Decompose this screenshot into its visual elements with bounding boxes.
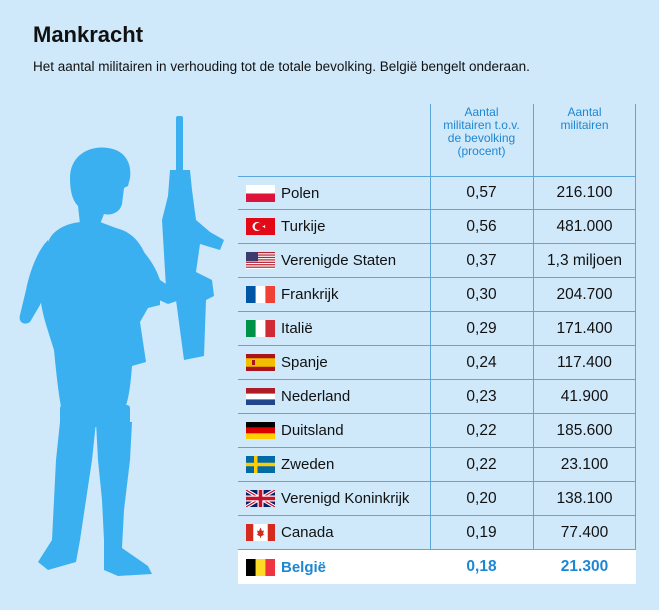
- column-header-percent: Aantal militairen t.o.v. de bevolking (p…: [430, 106, 533, 158]
- soldier-silhouette-icon: [19, 116, 224, 576]
- country-name: Canada: [281, 524, 334, 541]
- count-cell: 204.700: [556, 285, 613, 303]
- table-row: Duitsland 0,22 185.600: [238, 414, 636, 448]
- header-line: de bevolking: [447, 131, 516, 145]
- country-name: Italië: [281, 320, 313, 337]
- percent-cell: 0,24: [466, 353, 497, 371]
- netherlands-flag-icon: [246, 388, 275, 405]
- country-name: Frankrijk: [281, 286, 339, 303]
- france-flag-icon: [246, 286, 275, 303]
- percent-cell: 0,22: [466, 455, 497, 473]
- country-cell: Verenigd Koninkrijk: [238, 490, 430, 507]
- table-row: Verenigde Staten 0,37 1,3 miljoen: [238, 244, 636, 278]
- header-line: Aantal: [464, 105, 499, 119]
- country-cell: Zweden: [238, 456, 430, 473]
- count-cell: 21.300: [560, 558, 609, 575]
- country-name: Turkije: [281, 218, 326, 235]
- header-line: (procent): [457, 144, 506, 158]
- country-name: Verenigde Staten: [281, 252, 397, 269]
- page-title: Mankracht: [33, 22, 144, 47]
- page-subtitle: Het aantal militairen in verhouding tot …: [33, 59, 530, 74]
- poland-flag-icon: [246, 184, 275, 202]
- column-divider: [533, 104, 534, 584]
- count-cell: 171.400: [556, 319, 613, 337]
- table-row: Spanje 0,24 117.400: [238, 346, 636, 380]
- count-cell: 41.900: [560, 387, 609, 405]
- table-row-highlighted: België 0,18 21.300: [238, 550, 636, 584]
- header-line: militairen t.o.v.: [443, 118, 520, 132]
- table-row: Italië 0,29 171.400: [238, 312, 636, 346]
- country-cell: België: [238, 558, 430, 576]
- count-cell: 216.100: [556, 184, 613, 201]
- percent-cell: 0,37: [466, 251, 497, 269]
- country-name: Duitsland: [281, 422, 344, 439]
- table-row: Verenigd Koninkrijk 0,20 138.100: [238, 482, 636, 516]
- column-divider: [430, 104, 431, 584]
- belgium-flag-icon: [246, 558, 275, 576]
- percent-cell: 0,57: [466, 184, 497, 201]
- italy-flag-icon: [246, 320, 275, 337]
- count-cell: 77.400: [560, 523, 609, 541]
- country-cell: Verenigde Staten: [238, 252, 430, 269]
- country-name: Nederland: [281, 388, 351, 405]
- column-divider: [635, 104, 636, 584]
- germany-flag-icon: [246, 422, 275, 439]
- percent-cell: 0,18: [466, 558, 497, 575]
- table-row: Canada 0,19 77.400: [238, 516, 636, 550]
- header-line: Aantal: [567, 105, 602, 119]
- country-cell: Polen: [238, 184, 430, 202]
- country-cell: Spanje: [238, 354, 430, 371]
- country-cell: Italië: [238, 320, 430, 337]
- uk-flag-icon: [246, 490, 275, 507]
- table-row: Nederland 0,23 41.900: [238, 380, 636, 414]
- percent-cell: 0,19: [466, 523, 497, 541]
- country-cell: Duitsland: [238, 422, 430, 439]
- country-cell: Turkije: [238, 218, 430, 235]
- table-row: Zweden 0,22 23.100: [238, 448, 636, 482]
- percent-cell: 0,56: [466, 217, 497, 235]
- table-row: Polen 0,57 216.100: [238, 176, 636, 210]
- country-name: Spanje: [281, 354, 328, 371]
- column-header-count: Aantal militairen: [533, 106, 636, 132]
- percent-cell: 0,20: [466, 489, 497, 507]
- percent-cell: 0,22: [466, 421, 497, 439]
- turkey-flag-icon: [246, 218, 275, 235]
- percent-cell: 0,23: [466, 387, 497, 405]
- country-name: Verenigd Koninkrijk: [281, 490, 410, 507]
- sweden-flag-icon: [246, 456, 275, 473]
- canada-flag-icon: [246, 524, 275, 541]
- country-cell: Frankrijk: [238, 286, 430, 303]
- count-cell: 138.100: [556, 489, 613, 507]
- usa-flag-icon: [246, 252, 275, 269]
- count-cell: 481.000: [556, 217, 613, 235]
- country-name: België: [281, 558, 327, 576]
- header-line: militairen: [560, 118, 609, 132]
- spain-flag-icon: [246, 354, 275, 371]
- country-cell: Nederland: [238, 388, 430, 405]
- country-name: Zweden: [281, 456, 335, 473]
- table-row: Frankrijk 0,30 204.700: [238, 278, 636, 312]
- count-cell: 117.400: [557, 353, 612, 371]
- count-cell: 23.100: [560, 455, 609, 473]
- data-table: Aantal militairen t.o.v. de bevolking (p…: [238, 104, 636, 584]
- table-row: Turkije 0,56 481.000: [238, 210, 636, 244]
- count-cell: 185.600: [556, 421, 613, 439]
- percent-cell: 0,30: [466, 285, 497, 303]
- country-cell: Canada: [238, 524, 430, 541]
- count-cell: 1,3 miljoen: [547, 251, 622, 269]
- percent-cell: 0,29: [466, 319, 497, 337]
- country-name: Polen: [281, 184, 320, 202]
